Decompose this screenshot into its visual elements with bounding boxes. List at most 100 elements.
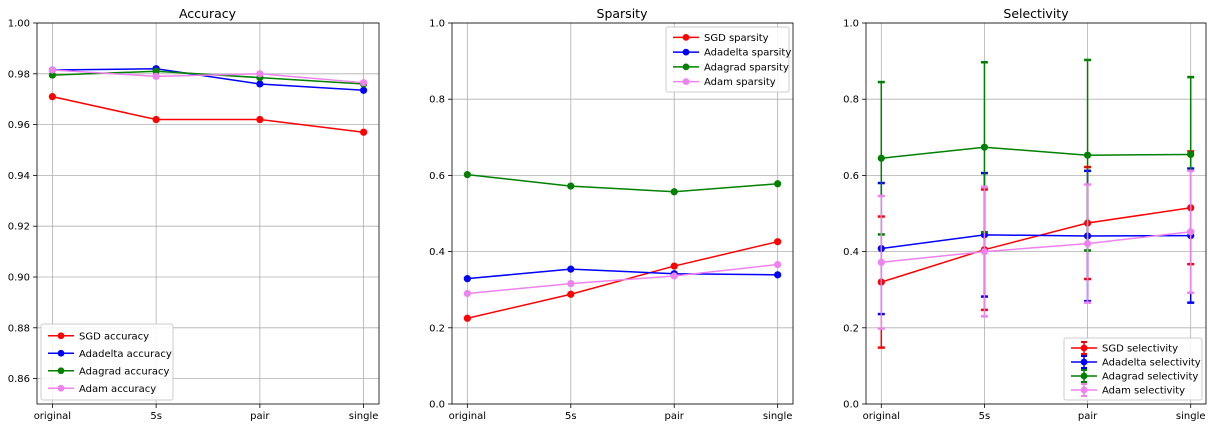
series-adadelta-selectivity: [877, 167, 1195, 316]
data-point: [463, 314, 471, 322]
data-point: [463, 289, 471, 298]
legend-item: Adagrad accuracy: [48, 366, 169, 377]
series-line: [881, 146, 1191, 160]
series-line: [881, 231, 1191, 264]
data-point: [360, 128, 368, 136]
legend-item: Adagrad sparsity: [673, 62, 789, 73]
legend-label: Adagrad selectivity: [1102, 372, 1198, 383]
legend: SGD selectivity Adadelta selectivity Adagr…: [1063, 337, 1203, 401]
data-point: [774, 180, 782, 188]
series-line: [881, 234, 1191, 250]
legend-frame: [1063, 337, 1203, 401]
series-line: [467, 268, 778, 280]
y-tick-label: 0.8: [843, 95, 859, 106]
data-point: [463, 171, 471, 179]
y-tick-label: 0.86: [8, 374, 30, 385]
legend-label: Adam sparsity: [704, 77, 776, 88]
legend-label: Adam accuracy: [79, 384, 156, 395]
legend-item: Adagrad selectivity: [1071, 369, 1198, 383]
legend-swatch-marker: [57, 332, 65, 340]
legend-label: Adadelta accuracy: [79, 349, 172, 360]
data-point: [980, 248, 989, 256]
x-tick-label: original: [863, 411, 900, 422]
legend-label: SGD selectivity: [1102, 344, 1178, 355]
legend-swatch-marker: [1080, 386, 1088, 394]
legend-item: Adadelta selectivity: [1071, 355, 1201, 369]
x-tick-label: pair: [665, 411, 685, 422]
data-point: [567, 280, 575, 288]
sparsity-chart: Sparsity 0.0 0.2 0.4 0.6 0.8 1.0 original 5s pai…: [429, 6, 794, 422]
legend-swatch-marker: [682, 48, 690, 56]
series-adam-selectivity: [877, 169, 1195, 330]
chart-title: Selectivity: [1003, 6, 1069, 21]
data-point: [567, 265, 575, 273]
series-sgd-accuracy: [48, 93, 368, 136]
y-tick-label: 0.4: [843, 247, 859, 258]
legend-swatch-marker: [57, 349, 65, 357]
data-point: [1083, 239, 1092, 248]
chart-title: Sparsity: [597, 6, 649, 21]
data-point: [152, 67, 160, 75]
series-line: [52, 69, 364, 84]
data-point: [980, 143, 989, 151]
data-point: [670, 188, 678, 196]
selectivity-chart: Selectivity 0.0 0.2 0.4 0.6 0.8 1.0 original 5s…: [843, 6, 1207, 422]
y-tick-label: 0.96: [8, 120, 30, 131]
y-tick-label: 0.98: [8, 69, 30, 80]
data-point: [1083, 151, 1092, 159]
y-tick-label: 0.94: [8, 171, 30, 182]
legend-swatch-marker: [1080, 358, 1088, 366]
x-tick-label: 5s: [565, 411, 577, 422]
series-line: [467, 263, 778, 295]
axes-frame: [451, 22, 794, 405]
legend-frame: [40, 323, 174, 401]
legend-item: Adam selectivity: [1071, 383, 1185, 397]
series-line: [467, 173, 778, 193]
legend: SGD accuracy Adadelta accuracy Adagrad acc…: [40, 323, 174, 401]
data-point: [1187, 150, 1195, 159]
data-point: [1187, 228, 1195, 236]
y-tick-label: 0.4: [429, 247, 445, 258]
legend-item: Adadelta sparsity: [673, 48, 791, 59]
data-point: [774, 260, 782, 269]
legend-label: Adadelta sparsity: [704, 48, 791, 59]
x-tick-label: pair: [250, 411, 270, 422]
series-line: [52, 67, 364, 92]
legend-swatch-marker: [57, 384, 65, 392]
y-tick-label: 0.92: [8, 222, 30, 233]
y-tick-label: 0.0: [429, 400, 445, 411]
legend-frame: [665, 26, 790, 93]
data-point: [877, 258, 885, 266]
legend-item: SGD selectivity: [1071, 341, 1178, 355]
data-point: [670, 262, 678, 270]
legend-item: SGD sparsity: [673, 33, 769, 44]
data-point: [774, 271, 782, 279]
series-adam-accuracy: [48, 66, 368, 87]
y-tick-label: 0.90: [8, 273, 30, 284]
data-point: [256, 70, 264, 78]
series-adagrad-selectivity: [877, 58, 1195, 252]
y-tick-label: 0.8: [429, 95, 445, 106]
legend-label: Adagrad accuracy: [79, 366, 169, 377]
legend-label: Adagrad sparsity: [704, 62, 789, 73]
legend-swatch-marker: [682, 63, 690, 71]
x-tick-label: 5s: [979, 411, 991, 422]
x-tick-label: single: [763, 411, 793, 422]
y-tick-label: 1.00: [8, 19, 30, 30]
accuracy-chart: Accuracy 0.86 0.88 0.90 0.92 0.94 0.96 0.98 1.0…: [8, 6, 380, 422]
data-point: [48, 93, 56, 101]
data-point: [256, 115, 264, 124]
series-line: [52, 95, 364, 133]
data-point: [463, 275, 471, 283]
x-tick-label: pair: [1078, 411, 1098, 422]
x-tick-label: 5s: [150, 411, 162, 422]
legend-label: Adam selectivity: [1102, 386, 1185, 397]
legend-label: Adadelta selectivity: [1102, 358, 1201, 369]
series-adagrad-accuracy: [48, 67, 368, 88]
y-tick-label: 0.2: [429, 323, 445, 334]
y-tick-label: 0.6: [843, 171, 859, 182]
data-point: [567, 182, 575, 190]
series-line: [881, 207, 1191, 283]
y-tick-label: 0.2: [843, 323, 859, 334]
